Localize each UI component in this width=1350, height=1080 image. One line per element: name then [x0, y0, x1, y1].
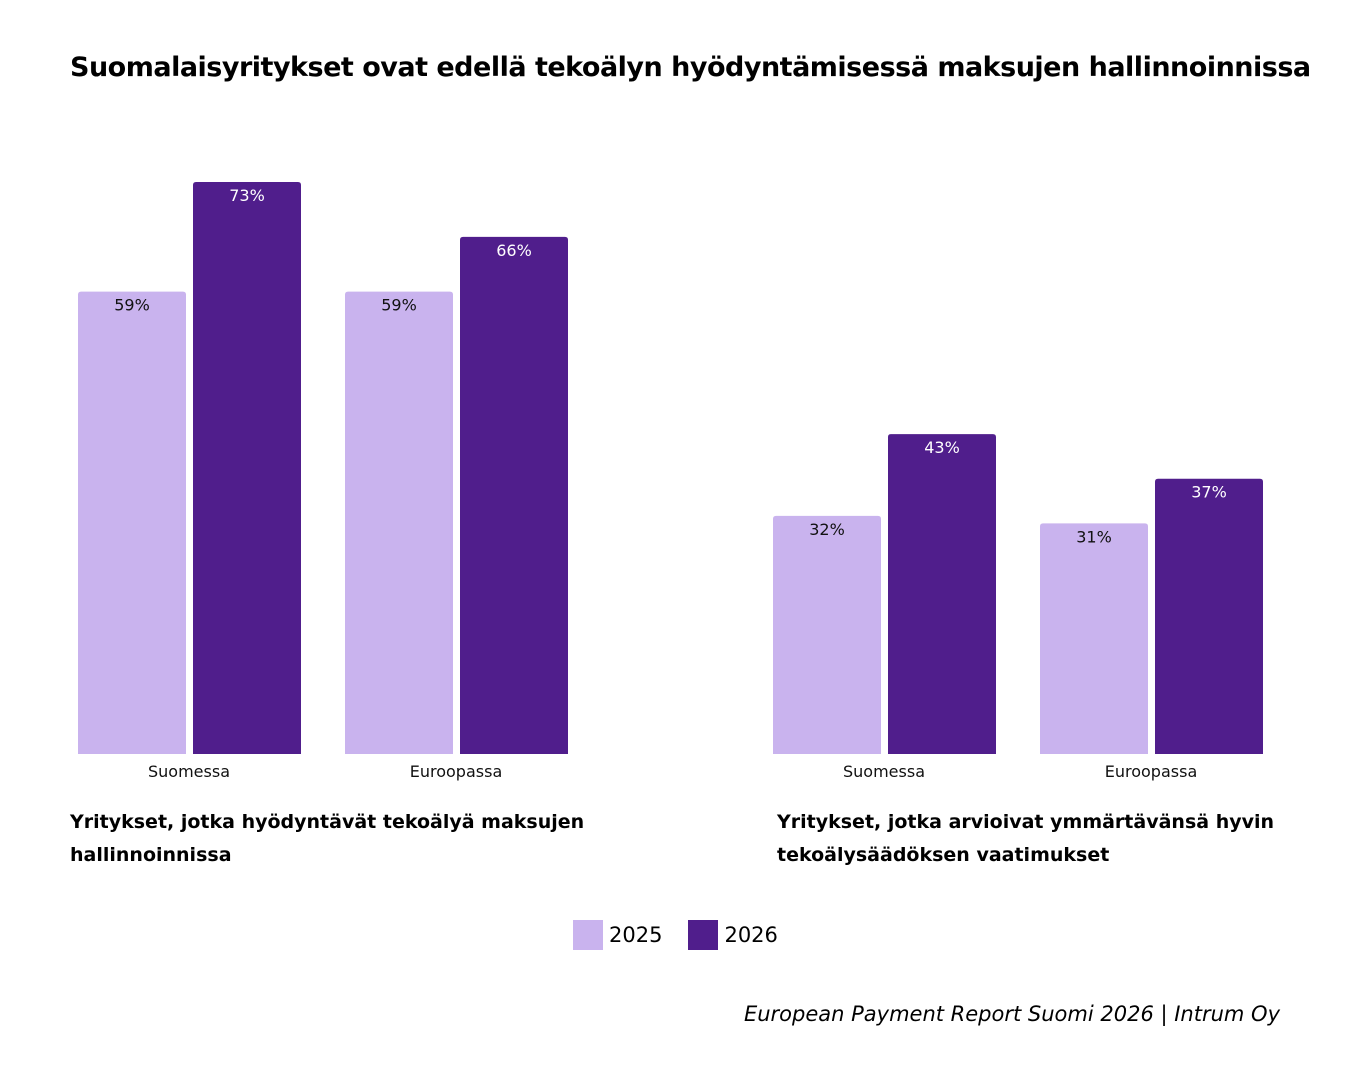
bar-Suomessa-2025: [78, 291, 186, 754]
legend: 2025 2026: [573, 920, 804, 950]
legend-swatch-2025: [573, 920, 603, 950]
legend-label: 2026: [724, 923, 778, 947]
value-label: 66%: [496, 241, 532, 260]
bar-Euroopassa-2026: [460, 236, 568, 755]
category-label: Euroopassa: [1105, 762, 1198, 781]
legend-label: 2025: [609, 923, 663, 947]
bar-Suomessa-2025: [773, 515, 881, 754]
bar-charts: 59% 73% Suomessa 59% 66% Euroopassa 32% 43% Suom…: [78, 181, 1263, 781]
bar-Euroopassa-2025: [345, 291, 453, 754]
legend-swatch-2026: [688, 920, 719, 950]
bar-Suomessa-2026: [888, 434, 996, 754]
right-chart-subtitle: Yritykset, jotka arvioivat ymmärtävänsä …: [777, 811, 1275, 866]
category-label: Suomessa: [843, 762, 925, 781]
value-label: 59%: [381, 296, 417, 315]
bar-Euroopassa-2026: [1155, 478, 1263, 754]
bar-Suomessa-2026: [193, 181, 301, 755]
value-label: 43%: [924, 438, 960, 457]
left-chart-subtitle: Yritykset, jotka hyödyntävät tekoälyä ma…: [70, 811, 585, 866]
category-label: Euroopassa: [410, 762, 503, 781]
legend-item-2025: 2025: [573, 920, 662, 950]
chart-title: Suomalaisyritykset ovat edellä tekoälyn …: [70, 52, 1311, 83]
bar-Euroopassa-2025: [1040, 523, 1148, 754]
value-label: 59%: [114, 296, 150, 315]
value-label: 73%: [229, 186, 265, 205]
source-note: European Payment Report Suomi 2026 | Int…: [743, 1002, 1280, 1026]
value-label: 37%: [1191, 483, 1227, 502]
category-label: Suomessa: [148, 762, 230, 781]
legend-item-2026: 2026: [688, 920, 778, 950]
value-label: 31%: [1076, 527, 1112, 546]
value-label: 32%: [809, 520, 845, 539]
